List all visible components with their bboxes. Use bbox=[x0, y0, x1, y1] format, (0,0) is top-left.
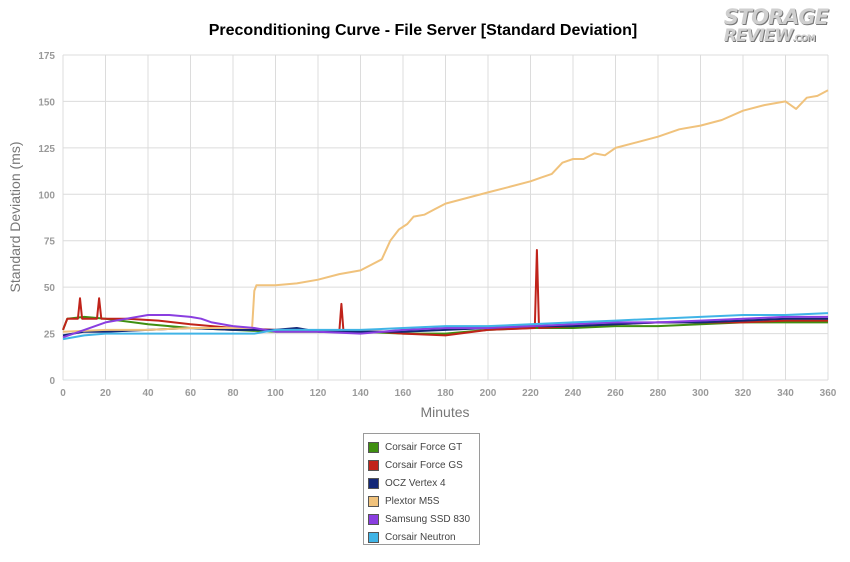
y-axis-label: Standard Deviation (ms) bbox=[7, 142, 23, 293]
legend-item-plextor-m5s: Plextor M5S bbox=[368, 492, 479, 510]
legend-swatch bbox=[368, 459, 379, 471]
y-tick-labels: 0 25 50 75 100 125 150 175 bbox=[38, 51, 55, 387]
legend-label: OCZ Vertex 4 bbox=[385, 477, 446, 489]
legend-swatch bbox=[368, 513, 379, 525]
x-tick-label: 340 bbox=[777, 388, 794, 399]
x-tick-label: 20 bbox=[100, 388, 112, 399]
storagereview-logo: STORAGE REVIEW.COM bbox=[723, 5, 829, 49]
y-tick-label: 125 bbox=[38, 144, 55, 155]
y-tick-label: 0 bbox=[49, 376, 55, 387]
legend-swatch bbox=[368, 531, 379, 543]
logo-suffix: .COM bbox=[792, 34, 816, 44]
x-tick-label: 320 bbox=[735, 388, 752, 399]
legend: Corsair Force GT Corsair Force GS OCZ Vert… bbox=[363, 433, 480, 545]
legend-label: Corsair Force GS bbox=[385, 459, 463, 471]
legend-swatch bbox=[368, 477, 379, 489]
y-tick-label: 175 bbox=[38, 51, 55, 62]
legend-item-corsair-neutron: Corsair Neutron bbox=[368, 528, 479, 546]
legend-swatch bbox=[368, 495, 379, 507]
series-line-corsair-neutron bbox=[62, 312, 829, 341]
x-tick-label: 160 bbox=[395, 388, 412, 399]
y-tick-label: 25 bbox=[44, 330, 56, 341]
x-tick-label: 260 bbox=[607, 388, 624, 399]
x-tick-label: 300 bbox=[692, 388, 709, 399]
logo-line-1: STORAGE bbox=[723, 5, 829, 29]
legend-item-samsung-ssd-830: Samsung SSD 830 bbox=[368, 510, 479, 528]
x-tick-label: 0 bbox=[60, 388, 66, 399]
y-tick-label: 100 bbox=[38, 190, 55, 201]
x-tick-label: 80 bbox=[227, 388, 239, 399]
series-line-samsung-ssd-830 bbox=[62, 314, 828, 339]
x-tick-label: 40 bbox=[142, 388, 154, 399]
legend-label: Samsung SSD 830 bbox=[385, 513, 471, 525]
x-tick-label: 180 bbox=[437, 388, 454, 399]
logo-line-2: REVIEW bbox=[723, 26, 794, 46]
x-tick-label: 360 bbox=[820, 388, 837, 399]
y-tick-label: 50 bbox=[44, 283, 56, 294]
x-tick-label: 140 bbox=[352, 388, 369, 399]
legend-label: Corsair Force GT bbox=[385, 441, 463, 453]
legend-item-corsair-force-gs: Corsair Force GS bbox=[368, 456, 479, 474]
x-axis-label: Minutes bbox=[420, 404, 469, 420]
gridlines bbox=[62, 54, 829, 381]
legend-swatch bbox=[368, 441, 379, 453]
legend-label: Plextor M5S bbox=[385, 495, 440, 507]
x-tick-labels: 0 20 40 60 80 100 120 140 160 180 200 220 240 260 280 3… bbox=[60, 388, 837, 399]
chart-title: Preconditioning Curve - File Server [Sta… bbox=[209, 22, 638, 39]
x-tick-label: 60 bbox=[185, 388, 197, 399]
series-lines bbox=[62, 89, 829, 341]
x-tick-label: 280 bbox=[650, 388, 667, 399]
series-line-plextor-m5s bbox=[62, 89, 829, 333]
legend-item-ocz-vertex-4: OCZ Vertex 4 bbox=[368, 474, 479, 492]
x-tick-label: 100 bbox=[267, 388, 284, 399]
x-tick-label: 240 bbox=[565, 388, 582, 399]
y-tick-label: 150 bbox=[38, 97, 55, 108]
legend-label: Corsair Neutron bbox=[385, 531, 456, 543]
x-tick-label: 200 bbox=[480, 388, 497, 399]
x-tick-label: 120 bbox=[310, 388, 327, 399]
x-tick-label: 220 bbox=[522, 388, 539, 399]
y-tick-label: 75 bbox=[44, 237, 56, 248]
legend-item-corsair-force-gt: Corsair Force GT bbox=[368, 438, 479, 456]
